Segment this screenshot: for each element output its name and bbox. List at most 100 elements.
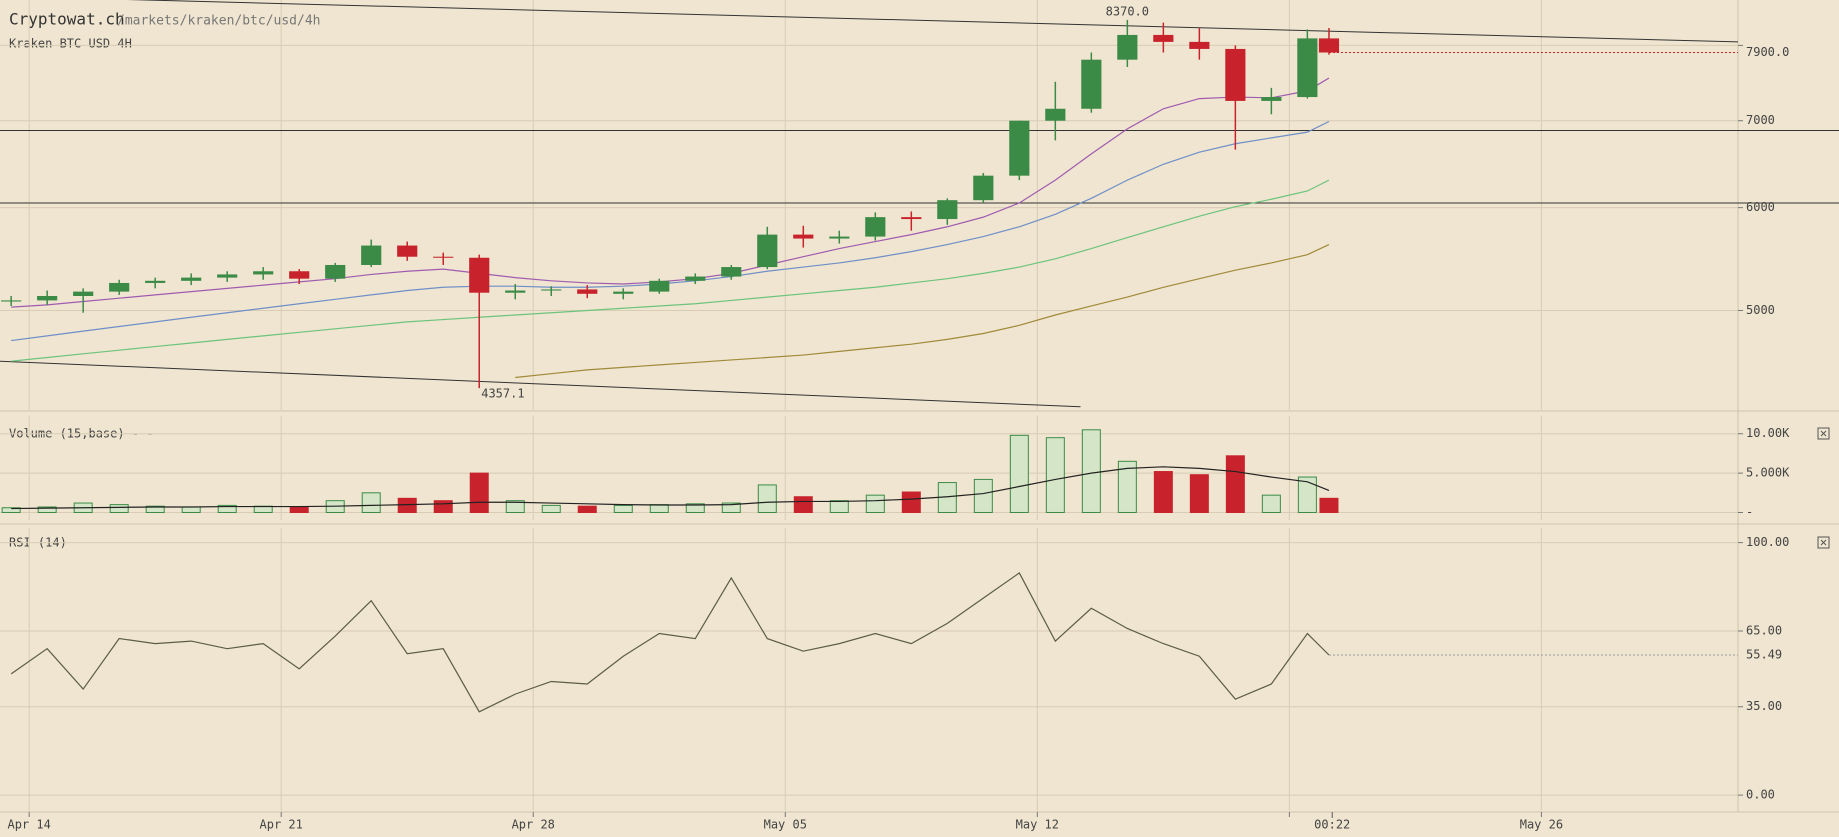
y-tick-label: 100.00 [1746, 535, 1789, 549]
current-time-label: 00:22 [1314, 818, 1350, 832]
candle-body [541, 289, 562, 291]
candle-body [289, 271, 310, 279]
current-price-label: 7900.0 [1746, 45, 1789, 59]
volume-bar [721, 502, 741, 513]
moving-average [11, 179, 1330, 362]
volume-bar [397, 497, 417, 513]
candle-body [1153, 34, 1174, 42]
volume-bar [1045, 437, 1065, 513]
volume-bar [505, 500, 525, 513]
candle-body [37, 295, 58, 301]
current-rsi-label: 55.49 [1746, 648, 1782, 662]
candle-body [901, 217, 922, 220]
volume-bar [685, 503, 705, 513]
candle-body [757, 234, 778, 268]
candle-body [1189, 41, 1210, 49]
volume-bar [1117, 460, 1137, 513]
candle-body [937, 200, 958, 220]
candle-body [505, 290, 526, 293]
candle-body [721, 267, 742, 277]
candle-body [1117, 34, 1138, 60]
candle-body [1261, 97, 1282, 101]
volume-bar [1319, 497, 1339, 513]
volume-bar [433, 500, 453, 513]
close-box[interactable] [1817, 536, 1830, 549]
y-tick-label: 5.000K [1746, 466, 1790, 480]
y-tick-label: 5000 [1746, 303, 1775, 317]
x-tick-label: May 26 [1520, 818, 1563, 832]
y-tick-label: 7000 [1746, 113, 1775, 127]
volume-bar [649, 504, 669, 513]
candle-body [109, 282, 130, 292]
candle-body [181, 277, 202, 281]
volume-bar [865, 494, 885, 513]
candle-body [829, 236, 850, 239]
close-volume-button[interactable] [1817, 427, 1830, 440]
candle-body [469, 257, 490, 293]
candle-body [865, 217, 886, 237]
candle-body [973, 175, 994, 201]
x-tick-label: May 12 [1016, 818, 1059, 832]
volume-bar [829, 500, 849, 513]
trend-line [0, 360, 1081, 408]
volume-bar [1081, 429, 1101, 513]
moving-average [11, 77, 1330, 308]
candle-body [1045, 108, 1066, 121]
candle-body [1225, 48, 1246, 101]
candle-body [793, 234, 814, 239]
y-tick-label: 65.00 [1746, 623, 1782, 637]
candle-body [145, 280, 166, 283]
candle-body [1009, 120, 1030, 176]
moving-average [11, 120, 1330, 342]
volume-bar [541, 504, 561, 513]
y-tick-label: - [1746, 505, 1753, 519]
moving-average [515, 244, 1330, 379]
low-label: 4357.1 [481, 387, 524, 401]
x-tick-label: Apr 21 [260, 818, 303, 832]
volume-bar [901, 491, 921, 513]
candle-body [73, 291, 94, 296]
volume-bar [145, 505, 165, 513]
volume-bar [289, 506, 309, 513]
volume-bar [217, 504, 237, 513]
close-box[interactable] [1817, 427, 1830, 440]
y-tick-label: 0.00 [1746, 788, 1775, 802]
volume-bar [577, 505, 597, 513]
candle-body [217, 274, 238, 278]
close-icon[interactable] [1820, 430, 1827, 437]
candle-body [433, 256, 454, 258]
volume-bar [1225, 455, 1245, 513]
candle-body [1081, 59, 1102, 109]
candle-body [397, 245, 418, 257]
volume-bar [1, 507, 21, 513]
volume-bar [1297, 476, 1317, 513]
candle-body [613, 291, 634, 294]
candle-body [1297, 38, 1318, 98]
chart-title: Kraken BTC USD 4H [9, 37, 132, 51]
volume-bar [1009, 434, 1029, 513]
volume-bar [181, 506, 201, 513]
volume-bar [109, 504, 129, 513]
volume-bar [757, 484, 777, 513]
site-name[interactable]: Cryptowat.ch [9, 10, 125, 29]
volume-bar [361, 492, 381, 513]
candle-body [253, 271, 274, 275]
y-tick-label: 35.00 [1746, 699, 1782, 713]
candle-body [577, 289, 598, 294]
volume-bar [793, 496, 813, 513]
close-rsi-button[interactable] [1817, 536, 1830, 549]
market-path: /markets/kraken/btc/usd/4h [117, 14, 321, 29]
y-tick-label: 10.00K [1746, 426, 1790, 440]
volume-bar [1189, 474, 1209, 513]
candle-body [325, 264, 346, 279]
high-label: 8370.0 [1106, 4, 1149, 18]
trend-line [127, 0, 1739, 43]
x-tick-label: Apr 14 [7, 818, 50, 832]
volume-average [11, 466, 1330, 510]
y-tick-label: 6000 [1746, 200, 1775, 214]
candle-body [1318, 38, 1340, 53]
candle-body [685, 276, 706, 281]
close-icon[interactable] [1820, 539, 1827, 546]
